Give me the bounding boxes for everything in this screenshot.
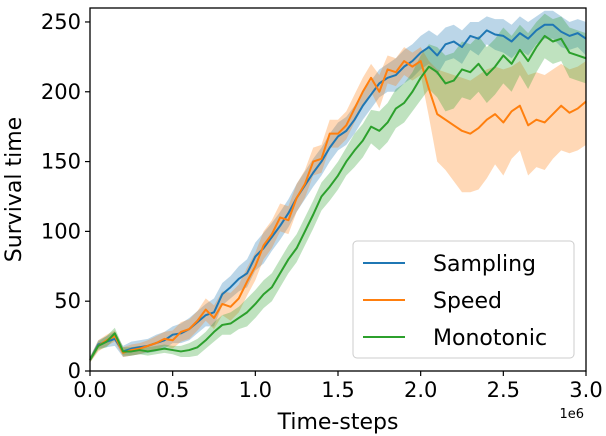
x-tick-label: 1.5 — [321, 378, 354, 402]
x-tick-label: 0.5 — [156, 378, 189, 402]
x-tick-label: 0.0 — [73, 378, 106, 402]
band-monotonic — [90, 13, 586, 363]
x-tick-label: 1.0 — [239, 378, 272, 402]
confidence-bands — [90, 10, 586, 363]
band-speed — [90, 47, 586, 363]
y-axis-label: Survival time — [2, 117, 27, 262]
y-tick-label: 200 — [41, 80, 81, 104]
series-lines — [89, 23, 587, 361]
line-monotonic — [89, 34, 587, 361]
x-axis-offset-label: 1e6 — [559, 407, 584, 422]
y-tick-label: 250 — [41, 10, 81, 34]
x-axis-label: Time-steps — [277, 410, 399, 435]
x-tick-label: 3.0 — [569, 378, 602, 402]
x-tick-label: 2.0 — [404, 378, 437, 402]
y-axis-ticks: 0 50 100 150 200 250 — [41, 10, 90, 383]
x-axis-ticks: 0.0 0.5 1.0 1.5 2.0 2.5 3.0 — [73, 371, 603, 402]
legend-label-sampling: Sampling — [433, 252, 536, 277]
legend-box — [352, 240, 575, 359]
line-sampling — [89, 23, 587, 361]
legend-label-speed: Speed — [433, 289, 502, 314]
y-tick-label: 100 — [41, 219, 81, 243]
legend: Sampling Speed Monotonic — [352, 240, 575, 359]
y-tick-label: 0 — [68, 359, 81, 383]
line-speed — [89, 60, 587, 361]
y-tick-label: 50 — [54, 289, 81, 313]
y-tick-label: 150 — [41, 150, 81, 174]
x-tick-label: 2.5 — [487, 378, 520, 402]
legend-label-monotonic: Monotonic — [433, 326, 547, 351]
